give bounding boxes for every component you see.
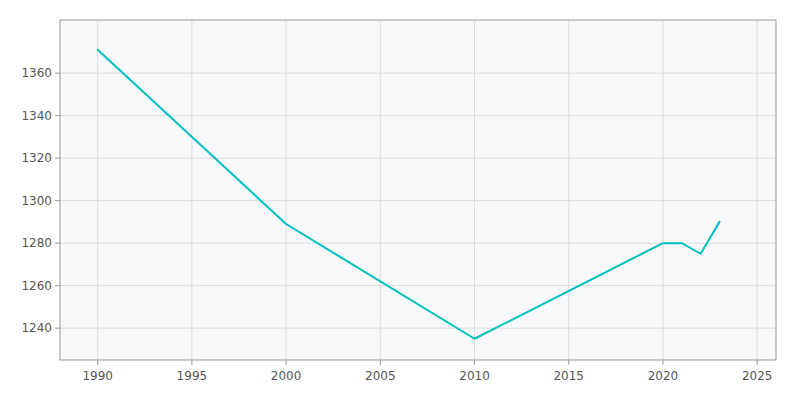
tick-mark-x [757, 360, 758, 365]
tick-mark-y [55, 243, 60, 244]
tick-mark-y [55, 115, 60, 116]
tick-mark-y [55, 328, 60, 329]
grid-line-x [474, 20, 475, 360]
grid-line-x [757, 20, 758, 360]
data-layer [98, 50, 720, 339]
tick-label-x: 2005 [365, 369, 396, 383]
tick-mark-y [55, 158, 60, 159]
grid-line-x [286, 20, 287, 360]
tick-label-x: 2015 [553, 369, 584, 383]
tick-label-y: 1280 [21, 236, 52, 250]
tick-mark-x [662, 360, 663, 365]
grid-line-x [568, 20, 569, 360]
grid-line-y [60, 73, 776, 74]
tick-label-y: 1360 [21, 66, 52, 80]
chart-container: 1240 1260 1280 1300 1320 1340 1360 1990 1995 2000… [0, 0, 800, 400]
tick-label-y: 1320 [21, 151, 52, 165]
grid-line-x [662, 20, 663, 360]
grid-line-x [191, 20, 192, 360]
grid-line-x [97, 20, 98, 360]
tick-label-y: 1300 [21, 194, 52, 208]
tick-label-x: 2000 [271, 369, 302, 383]
tick-mark-x [474, 360, 475, 365]
plot-area [60, 20, 776, 360]
tick-label-y: 1340 [21, 109, 52, 123]
plot-frame [60, 20, 776, 360]
chart-svg: 1240 1260 1280 1300 1320 1340 1360 1990 1995 2000… [0, 0, 800, 400]
ticks: 1240 1260 1280 1300 1320 1340 1360 1990 1995 2000… [21, 66, 772, 383]
tick-mark-y [55, 285, 60, 286]
grid-line-x [380, 20, 381, 360]
grid [60, 20, 776, 360]
tick-mark-x [568, 360, 569, 365]
tick-label-y: 1260 [21, 279, 52, 293]
tick-label-x: 2010 [459, 369, 490, 383]
tick-mark-x [97, 360, 98, 365]
tick-label-x: 2020 [648, 369, 679, 383]
grid-line-y [60, 328, 776, 329]
tick-label-y: 1240 [21, 321, 52, 335]
data-line [98, 50, 720, 339]
grid-line-y [60, 285, 776, 286]
tick-mark-x [380, 360, 381, 365]
tick-mark-x [286, 360, 287, 365]
tick-label-x: 2025 [742, 369, 773, 383]
tick-label-x: 1995 [177, 369, 208, 383]
grid-line-y [60, 158, 776, 159]
tick-mark-y [55, 200, 60, 201]
tick-mark-x [191, 360, 192, 365]
tick-label-x: 1990 [82, 369, 113, 383]
tick-mark-y [55, 73, 60, 74]
grid-line-y [60, 200, 776, 201]
